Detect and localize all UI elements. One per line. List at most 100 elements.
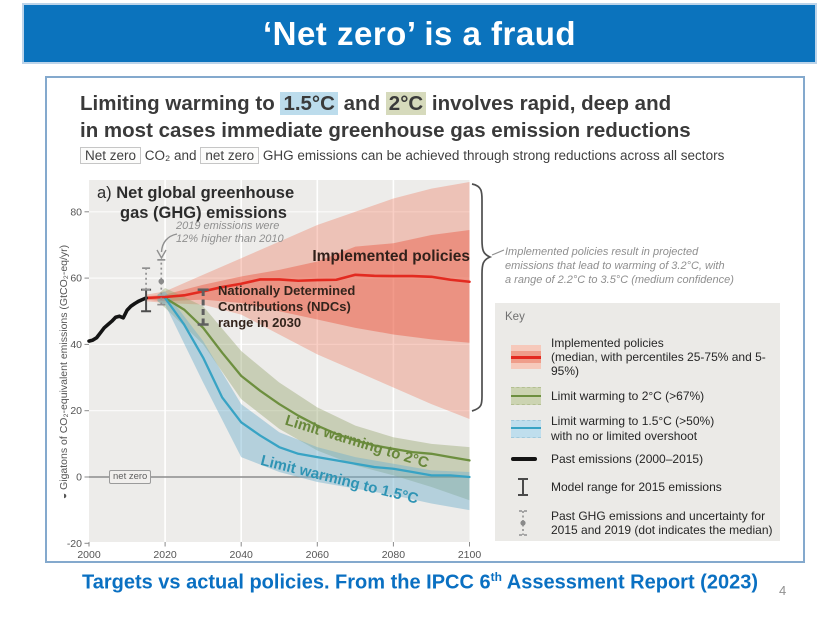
side-note-connector — [491, 249, 505, 256]
x-tick-label: 2080 — [382, 549, 406, 561]
y-axis-title: ◒ Gigatons of CO₂-equivalent emissions (… — [58, 245, 70, 499]
net-zero-tag: net zero — [109, 470, 152, 484]
caption-text: Targets vs actual policies. From the IPC… — [81, 571, 491, 594]
side-note-line3: a range of 2.2°C to 3.5°C (medium confid… — [505, 273, 734, 286]
legend-item-label: Model range for 2015 emissions — [551, 480, 722, 494]
y-tick-label: 20 — [70, 405, 82, 417]
figure-frame — [45, 76, 805, 563]
heading-text: Limiting warming to — [80, 92, 281, 115]
legend-label-line1: Implemented policies — [551, 336, 664, 350]
annotation-2019-line1: 2019 emissions were — [176, 220, 280, 232]
implemented-policies-25-75-band — [146, 230, 470, 343]
implemented-policies-5-95-band — [146, 181, 470, 419]
limit-2c-range-band — [157, 288, 470, 501]
series-line-2 — [163, 296, 471, 462]
series-line-0 — [87, 296, 148, 343]
header-banner: ‘Net zero’ is a fraud — [22, 3, 817, 64]
y-tick-label: 60 — [70, 273, 82, 285]
series-line-1 — [144, 273, 471, 300]
legend: Key Implemented policies (median, with p… — [495, 303, 780, 541]
y-tick-label: 80 — [70, 206, 82, 218]
heading-text: involves rapid, deep and — [426, 92, 672, 115]
side-note-line2: emissions that lead to warming of 3.2°C,… — [505, 259, 725, 272]
past-ghg-errorbar-icon — [519, 510, 527, 536]
past-emissions-line-swatch-icon — [511, 456, 537, 461]
panel-letter: a) — [97, 184, 117, 202]
legend-label-line1: Past GHG emissions and uncertainty for — [551, 508, 766, 523]
legend-item-label: Limit warming to 2°C (>67%) — [551, 389, 704, 403]
median-dot — [158, 278, 165, 285]
series-lines — [87, 273, 471, 479]
net-zero-chip: net zero — [200, 147, 260, 164]
annotation-2019: 2019 emissions were 12% higher than 2010 — [176, 220, 284, 246]
legend-title: Key — [505, 311, 525, 323]
legend-item-15c: Limit warming to 1.5°C (>50%) with no or… — [495, 414, 780, 443]
annotation-2019-line2: 12% higher than 2010 — [176, 232, 284, 245]
annotation-arrow-icon — [160, 233, 178, 253]
x-tick-label: 2100 — [458, 549, 482, 561]
legend-label-line1: Past emissions (2000–2015) — [551, 451, 704, 466]
plot-area — [89, 180, 470, 542]
ndc-label-line1: Nationally Determined — [218, 283, 356, 298]
legend-label-line2: 2015 and 2019 (dot indicates the median) — [551, 522, 773, 537]
panel-title-line2: gas (GHG) emissions — [120, 204, 287, 223]
model-range-errorbar-icon — [518, 477, 528, 496]
page-number: 4 — [779, 583, 787, 598]
y-tick-label: -20 — [67, 538, 82, 550]
limit-15c-range-band — [157, 291, 470, 511]
y-axis-title-text: Gigatons of CO₂-equivalent emissions (Gt… — [58, 244, 70, 493]
highlight-15c: 1.5°C — [280, 92, 338, 115]
legend-label-line1: Model range for 2015 emissions — [551, 479, 722, 494]
ndc-label-line3: range in 2030 — [218, 314, 302, 330]
ndc-label: Nationally Determined Contributions (NDC… — [218, 283, 355, 331]
legend-item-2c: Limit warming to 2°C (>67%) — [495, 387, 780, 406]
x-tick-label: 2020 — [153, 549, 177, 561]
figure-heading: Limiting warming to 1.5°C and 2°C involv… — [80, 90, 691, 145]
side-note: Implemented policies result in projected… — [505, 246, 734, 287]
x-tick-label: 2060 — [306, 549, 330, 561]
axis-direction-icon: ◒ — [58, 492, 70, 500]
heading-text: and — [337, 92, 386, 115]
annotation-arrowhead-icon — [156, 249, 167, 260]
legend-item-label: Past emissions (2000–2015) — [551, 452, 703, 466]
error-bars — [141, 259, 209, 326]
legend-label-line1: Limit warming to 2°C (>67%) — [551, 389, 705, 404]
panel-title: a) Net global greenhouse gas (GHG) emiss… — [97, 183, 294, 223]
brace-icon — [471, 183, 493, 412]
panel-title-text: Net global greenhouse — [116, 184, 295, 202]
limit-15c-band-swatch-icon — [511, 419, 541, 438]
series-line-3 — [163, 296, 471, 479]
caption-superscript: th — [490, 570, 502, 584]
limit-2c-band-swatch-icon — [511, 387, 541, 406]
implemented-policies-label: Implemented policies — [312, 248, 470, 265]
panel-title-line1: a) Net global greenhouse — [97, 183, 294, 203]
x-tick-label: 2000 — [77, 549, 101, 561]
figure-heading-line2: in most cases immediate greenhouse gas e… — [80, 119, 691, 143]
y-tick-label: 40 — [70, 339, 82, 351]
figure-heading-line1: Limiting warming to 1.5°C and 2°C involv… — [80, 90, 691, 117]
side-note-line1: Implemented policies result in projected — [505, 246, 699, 258]
subheading-text: GHG emissions can be achieved through st… — [259, 148, 725, 163]
uncertainty-bands — [146, 181, 470, 511]
subheading-text: CO₂ and — [141, 148, 201, 163]
legend-item-model-range: Model range for 2015 emissions — [495, 475, 780, 499]
legend-item-past: Past emissions (2000–2015) — [495, 452, 780, 466]
slide-title: ‘Net zero’ is a fraud — [262, 14, 577, 52]
legend-label-line2: with no or limited overshoot — [551, 428, 698, 443]
figure-subheading: Net zero CO₂ and net zero GHG emissions … — [80, 147, 725, 164]
legend-item-label: Past GHG emissions and uncertainty for 2… — [551, 509, 773, 537]
x-tick-label: 2040 — [230, 549, 254, 561]
ndc-label-line2: Contributions (NDCs) — [218, 298, 351, 314]
y-tick-label: 0 — [76, 472, 82, 484]
legend-item-label: Implemented policies (median, with perce… — [551, 336, 780, 378]
legend-item-implemented: Implemented policies (median, with perce… — [495, 336, 780, 378]
caption-text: Assessment Report (2023) — [501, 571, 758, 594]
legend-item-label: Limit warming to 1.5°C (>50%) with no or… — [551, 414, 714, 442]
legend-item-past-uncertainty: Past GHG emissions and uncertainty for 2… — [495, 508, 780, 538]
net-zero-chip: Net zero — [80, 147, 142, 164]
highlight-2c: 2°C — [385, 92, 427, 115]
slide-caption: Targets vs actual policies. From the IPC… — [0, 570, 840, 595]
